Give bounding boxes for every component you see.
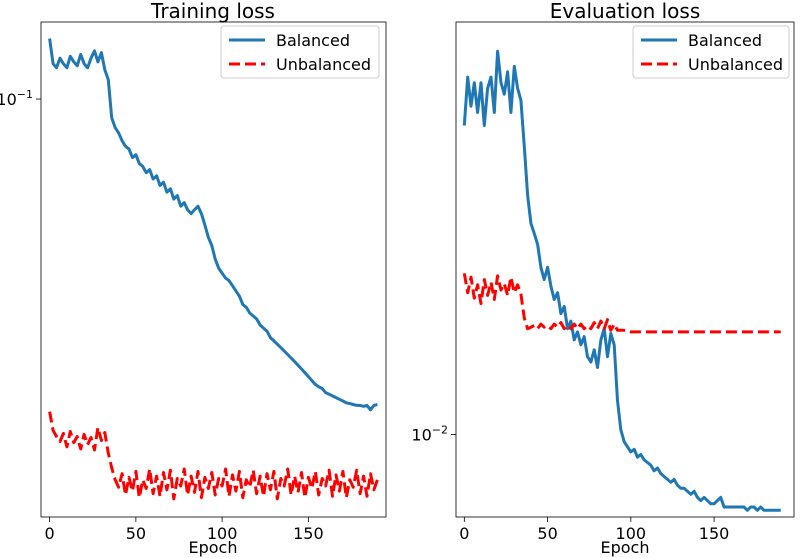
x-tick-label: 150 — [293, 524, 324, 543]
x-tick-label: 50 — [537, 524, 557, 543]
series-line-unbalanced — [462, 273, 781, 334]
chart-title: Evaluation loss — [550, 0, 701, 23]
x-axis-label: Epoch — [189, 538, 238, 557]
plot-frame — [40, 21, 387, 518]
x-tick-label: 0 — [45, 524, 55, 543]
legend: Balanced Unbalanced — [632, 25, 790, 79]
plot-frame — [455, 21, 795, 518]
x-tick-label: 0 — [459, 524, 469, 543]
x-tick-label: 100 — [207, 524, 238, 543]
chart-title: Training loss — [150, 0, 275, 23]
legend-label-unbalanced: Unbalanced — [276, 55, 371, 74]
series-line-unbalanced — [48, 411, 379, 501]
legend-label-balanced: Balanced — [276, 31, 350, 50]
x-axis-label: Epoch — [601, 538, 650, 557]
x-tick-label: 150 — [699, 524, 730, 543]
training-loss-panel: Training loss 0 50 100 150 10−1 Epoch Balan… — [0, 0, 387, 557]
legend-label-balanced: Balanced — [688, 31, 762, 50]
series-line-balanced — [462, 49, 781, 512]
legend: Balanced Unbalanced — [220, 25, 380, 79]
y-tick-label: 10−2 — [411, 423, 448, 444]
series-line-balanced — [48, 38, 378, 412]
x-tick-label: 100 — [616, 524, 647, 543]
evaluation-loss-panel: Evaluation loss 0 50 100 150 10−2 Epoch Bal… — [411, 0, 795, 557]
y-tick-label: 10−1 — [0, 88, 33, 109]
x-tick-label: 50 — [126, 524, 146, 543]
legend-label-unbalanced: Unbalanced — [688, 55, 783, 74]
